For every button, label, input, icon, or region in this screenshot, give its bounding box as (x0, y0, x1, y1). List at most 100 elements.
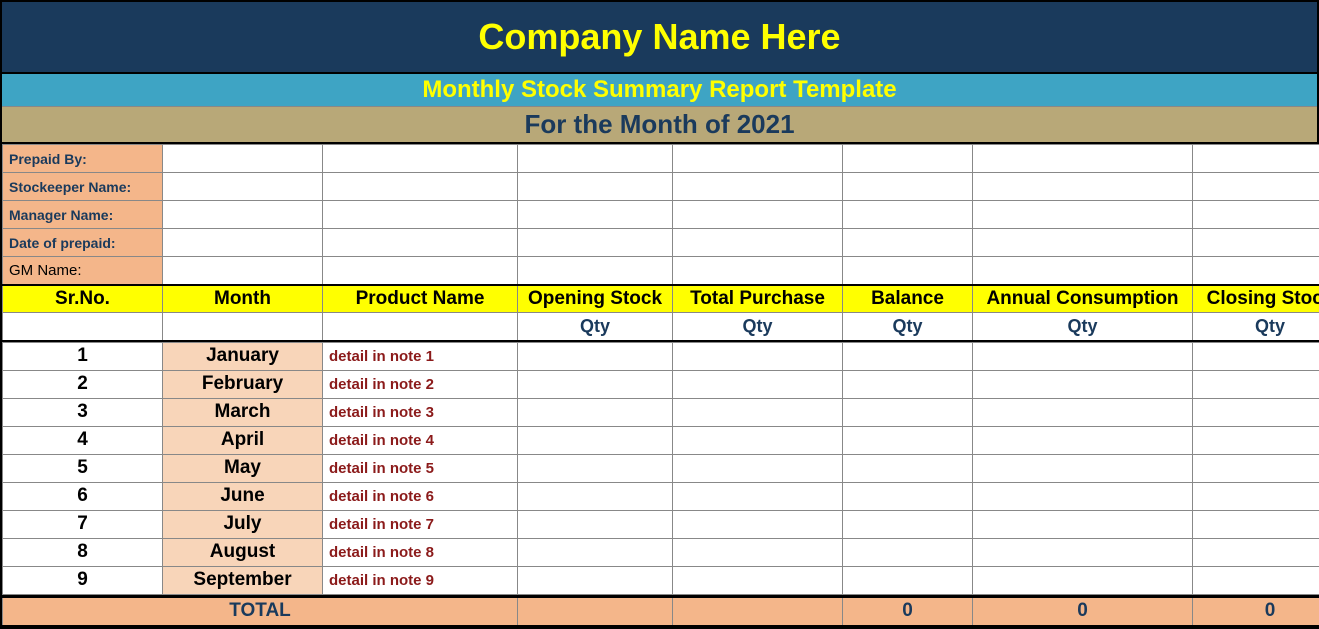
cell-balance[interactable] (843, 342, 973, 370)
info-cell[interactable] (973, 145, 1193, 173)
info-cell[interactable] (843, 145, 973, 173)
cell-annual[interactable] (973, 370, 1193, 398)
cell-closing[interactable] (1193, 342, 1319, 370)
qty-label: Qty (673, 313, 843, 341)
cell-annual[interactable] (973, 426, 1193, 454)
cell-purchase[interactable] (673, 482, 843, 510)
cell-annual[interactable] (973, 342, 1193, 370)
cell-closing[interactable] (1193, 566, 1319, 594)
info-cell[interactable] (323, 201, 518, 229)
info-cell[interactable] (973, 173, 1193, 201)
cell-product: detail in note 5 (323, 454, 518, 482)
info-cell[interactable] (843, 229, 973, 257)
info-cell[interactable] (843, 173, 973, 201)
cell-closing[interactable] (1193, 426, 1319, 454)
cell-product: detail in note 1 (323, 342, 518, 370)
info-cell[interactable] (323, 145, 518, 173)
cell-month: May (163, 454, 323, 482)
cell-opening[interactable] (518, 482, 673, 510)
info-cell[interactable] (163, 145, 323, 173)
info-cell[interactable] (1193, 173, 1319, 201)
info-cell[interactable] (673, 145, 843, 173)
cell-purchase[interactable] (673, 566, 843, 594)
cell-annual[interactable] (973, 398, 1193, 426)
cell-purchase[interactable] (673, 370, 843, 398)
info-cell[interactable] (673, 257, 843, 285)
cell-balance[interactable] (843, 370, 973, 398)
cell-balance[interactable] (843, 454, 973, 482)
cell-product: detail in note 9 (323, 566, 518, 594)
cell-balance[interactable] (843, 510, 973, 538)
cell-balance[interactable] (843, 566, 973, 594)
cell-annual[interactable] (973, 510, 1193, 538)
qty-empty (323, 313, 518, 341)
info-cell[interactable] (1193, 145, 1319, 173)
info-cell[interactable] (323, 257, 518, 285)
cell-opening[interactable] (518, 454, 673, 482)
info-cell[interactable] (1193, 201, 1319, 229)
cell-opening[interactable] (518, 370, 673, 398)
cell-opening[interactable] (518, 426, 673, 454)
cell-purchase[interactable] (673, 510, 843, 538)
info-cell[interactable] (518, 229, 673, 257)
info-cell[interactable] (518, 173, 673, 201)
cell-balance[interactable] (843, 538, 973, 566)
cell-balance[interactable] (843, 398, 973, 426)
cell-product: detail in note 8 (323, 538, 518, 566)
cell-purchase[interactable] (673, 398, 843, 426)
table-row: 7Julydetail in note 7 (3, 510, 1319, 538)
info-cell[interactable] (163, 173, 323, 201)
cell-annual[interactable] (973, 454, 1193, 482)
cell-closing[interactable] (1193, 482, 1319, 510)
cell-closing[interactable] (1193, 370, 1319, 398)
cell-opening[interactable] (518, 510, 673, 538)
company-header: Company Name Here (2, 2, 1317, 74)
cell-purchase[interactable] (673, 454, 843, 482)
info-cell[interactable] (673, 173, 843, 201)
cell-purchase[interactable] (673, 342, 843, 370)
total-annual: 0 (973, 596, 1193, 626)
cell-annual[interactable] (973, 566, 1193, 594)
info-cell[interactable] (1193, 257, 1319, 285)
cell-purchase[interactable] (673, 538, 843, 566)
cell-month: March (163, 398, 323, 426)
info-cell[interactable] (518, 201, 673, 229)
info-cell[interactable] (518, 145, 673, 173)
cell-balance[interactable] (843, 482, 973, 510)
info-cell[interactable] (163, 229, 323, 257)
table-row: 2Februarydetail in note 2 (3, 370, 1319, 398)
total-purchase (673, 596, 843, 626)
cell-closing[interactable] (1193, 538, 1319, 566)
cell-balance[interactable] (843, 426, 973, 454)
cell-closing[interactable] (1193, 398, 1319, 426)
cell-purchase[interactable] (673, 426, 843, 454)
cell-annual[interactable] (973, 538, 1193, 566)
cell-closing[interactable] (1193, 454, 1319, 482)
table-row: 9Septemberdetail in note 9 (3, 566, 1319, 594)
cell-srno: 2 (3, 370, 163, 398)
info-cell[interactable] (973, 201, 1193, 229)
info-cell[interactable] (323, 229, 518, 257)
cell-opening[interactable] (518, 342, 673, 370)
cell-opening[interactable] (518, 538, 673, 566)
info-cell[interactable] (673, 201, 843, 229)
col-srno: Sr.No. (3, 285, 163, 313)
cell-annual[interactable] (973, 482, 1193, 510)
total-balance: 0 (843, 596, 973, 626)
info-cell[interactable] (973, 229, 1193, 257)
info-cell[interactable] (518, 257, 673, 285)
info-row: Prepaid By: (3, 145, 1319, 173)
info-cell[interactable] (673, 229, 843, 257)
info-cell[interactable] (163, 257, 323, 285)
info-cell[interactable] (843, 201, 973, 229)
col-product: Product Name (323, 285, 518, 313)
info-cell[interactable] (163, 201, 323, 229)
info-cell[interactable] (843, 257, 973, 285)
info-cell[interactable] (973, 257, 1193, 285)
info-cell[interactable] (323, 173, 518, 201)
cell-opening[interactable] (518, 566, 673, 594)
cell-opening[interactable] (518, 398, 673, 426)
month-header: For the Month of 2021 (2, 107, 1317, 144)
info-cell[interactable] (1193, 229, 1319, 257)
cell-closing[interactable] (1193, 510, 1319, 538)
